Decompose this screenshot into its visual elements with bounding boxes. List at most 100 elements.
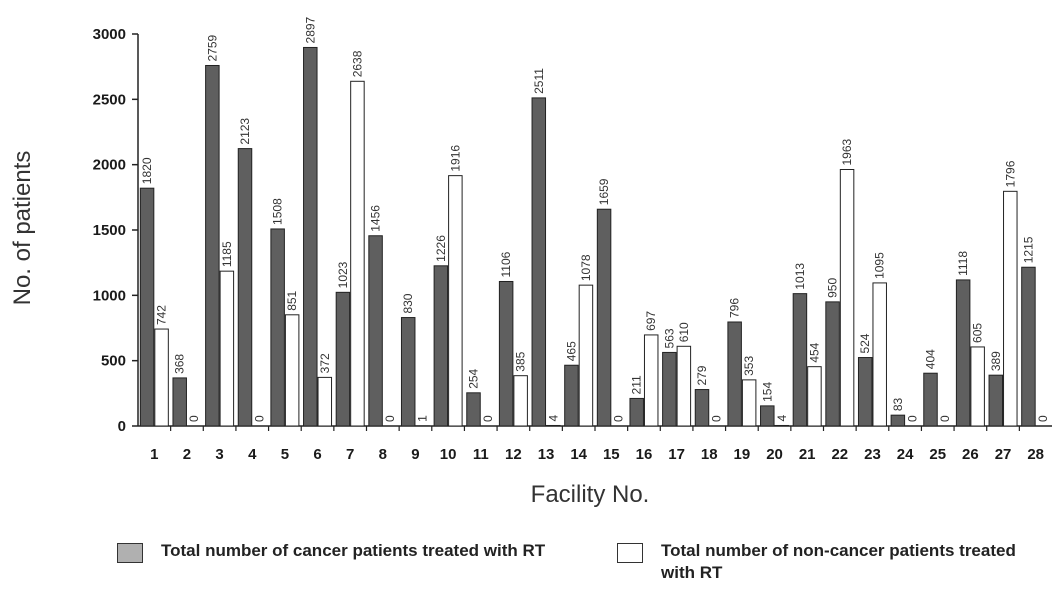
bar-cancer <box>792 293 808 427</box>
data-label-cancer: 1226 <box>434 235 448 262</box>
data-label-cancer: 1508 <box>271 198 285 225</box>
bar-noncancer <box>807 366 822 427</box>
data-label-noncancer: 1916 <box>448 145 462 172</box>
data-label-noncancer: 0 <box>938 415 952 422</box>
y-tick-label: 500 <box>101 353 126 370</box>
x-tick-label: 20 <box>766 446 783 463</box>
data-label-cancer: 1215 <box>1021 236 1035 263</box>
data-label-noncancer: 1095 <box>873 252 887 279</box>
data-label-noncancer: 385 <box>514 351 528 371</box>
bar-cancer <box>205 64 220 427</box>
data-label-noncancer: 697 <box>644 311 658 331</box>
data-label-noncancer: 454 <box>807 342 821 362</box>
data-label-noncancer: 0 <box>905 415 919 422</box>
bar-noncancer <box>741 379 757 427</box>
data-label-noncancer: 2638 <box>350 50 364 77</box>
x-tick-label: 5 <box>281 446 289 463</box>
data-label-cancer: 1106 <box>499 251 513 277</box>
bar-cancer <box>825 301 840 427</box>
bar-cancer <box>923 372 938 427</box>
bar-noncancer <box>154 328 169 427</box>
x-tick-label: 17 <box>668 446 685 463</box>
bar-cancer <box>955 279 971 427</box>
data-label-cancer: 2123 <box>238 118 252 145</box>
bar-cancer <box>270 228 285 427</box>
x-tick-label: 2 <box>183 446 191 463</box>
x-tick-label: 22 <box>831 446 848 463</box>
data-label-cancer: 1820 <box>140 157 154 184</box>
data-label-cancer: 950 <box>826 278 840 298</box>
data-label-cancer: 368 <box>173 354 187 374</box>
data-label-noncancer: 1185 <box>220 241 234 267</box>
data-label-cancer: 2897 <box>303 16 317 43</box>
data-labels: 1820742368027591185212301508851289737210… <box>140 16 1050 422</box>
bar-cancer <box>1021 266 1036 427</box>
x-tick-label: 4 <box>248 446 257 463</box>
bar-noncancer <box>317 376 333 427</box>
data-label-noncancer: 372 <box>318 353 332 373</box>
bar-cancer <box>988 374 1004 427</box>
x-tick-label: 28 <box>1027 446 1044 463</box>
x-tick-label: 11 <box>473 446 489 463</box>
x-tick-label: 6 <box>313 446 321 463</box>
data-label-noncancer: 742 <box>155 305 169 325</box>
y-tick-label: 1500 <box>93 222 126 239</box>
data-label-noncancer: 4 <box>775 414 789 421</box>
y-tick-label: 2500 <box>93 91 126 108</box>
y-tick-label: 1000 <box>93 287 126 304</box>
x-tick-label: 19 <box>734 446 751 463</box>
legend-label-cancer: Total number of cancer patients treated … <box>161 541 546 560</box>
data-label-noncancer: 610 <box>677 322 691 342</box>
data-label-cancer: 830 <box>401 293 415 313</box>
data-label-noncancer: 353 <box>742 356 756 376</box>
bar-cancer <box>303 46 318 427</box>
data-label-noncancer: 605 <box>971 323 985 343</box>
data-label-cancer: 2511 <box>532 68 546 94</box>
bar-cancer <box>335 291 351 427</box>
data-label-noncancer: 0 <box>710 415 724 422</box>
y-tick-label: 0 <box>118 418 126 435</box>
data-label-noncancer: 1796 <box>1003 160 1017 187</box>
x-tick-label: 1 <box>150 446 158 463</box>
legend-swatch-cancer <box>117 543 143 563</box>
legend-swatch-noncancer <box>617 543 643 563</box>
bar-noncancer <box>970 346 985 427</box>
data-label-noncancer: 851 <box>285 290 299 310</box>
bars <box>139 46 1036 427</box>
x-tick-label: 25 <box>929 446 946 463</box>
x-tick-label: 3 <box>215 446 223 463</box>
bar-cancer <box>237 148 253 427</box>
bar-cancer <box>727 321 742 427</box>
bar-noncancer <box>219 270 235 427</box>
data-label-noncancer: 0 <box>1036 415 1050 422</box>
data-label-cancer: 1659 <box>597 178 611 205</box>
bar-noncancer <box>513 375 528 427</box>
data-label-cancer: 524 <box>858 333 872 353</box>
bar-noncancer <box>350 80 365 427</box>
data-label-cancer: 1456 <box>369 205 383 232</box>
x-tick-label: 15 <box>603 446 620 463</box>
y-tick-label: 2000 <box>93 157 126 174</box>
data-label-noncancer: 0 <box>481 415 495 422</box>
data-label-noncancer: 1963 <box>840 138 854 165</box>
y-tick-label: 3000 <box>93 26 126 43</box>
data-label-noncancer: 0 <box>383 415 397 422</box>
data-label-noncancer: 1 <box>416 415 430 422</box>
bar-noncancer <box>774 424 790 427</box>
bar-noncancer <box>643 334 659 427</box>
data-label-cancer: 279 <box>695 365 709 385</box>
x-tick-label: 9 <box>411 446 419 463</box>
x-tick-label: 8 <box>379 446 387 463</box>
data-label-cancer: 404 <box>924 349 938 369</box>
data-label-cancer: 211 <box>630 375 644 394</box>
data-label-cancer: 389 <box>989 351 1003 371</box>
data-label-cancer: 1118 <box>956 251 970 276</box>
x-tick-label: 24 <box>897 446 914 463</box>
x-tick-label: 27 <box>995 446 1012 463</box>
bar-noncancer <box>284 314 300 427</box>
bar-noncancer <box>546 424 561 427</box>
data-label-cancer: 796 <box>728 298 742 318</box>
bar-cancer <box>596 208 612 427</box>
x-axis-title: Facility No. <box>531 481 650 508</box>
